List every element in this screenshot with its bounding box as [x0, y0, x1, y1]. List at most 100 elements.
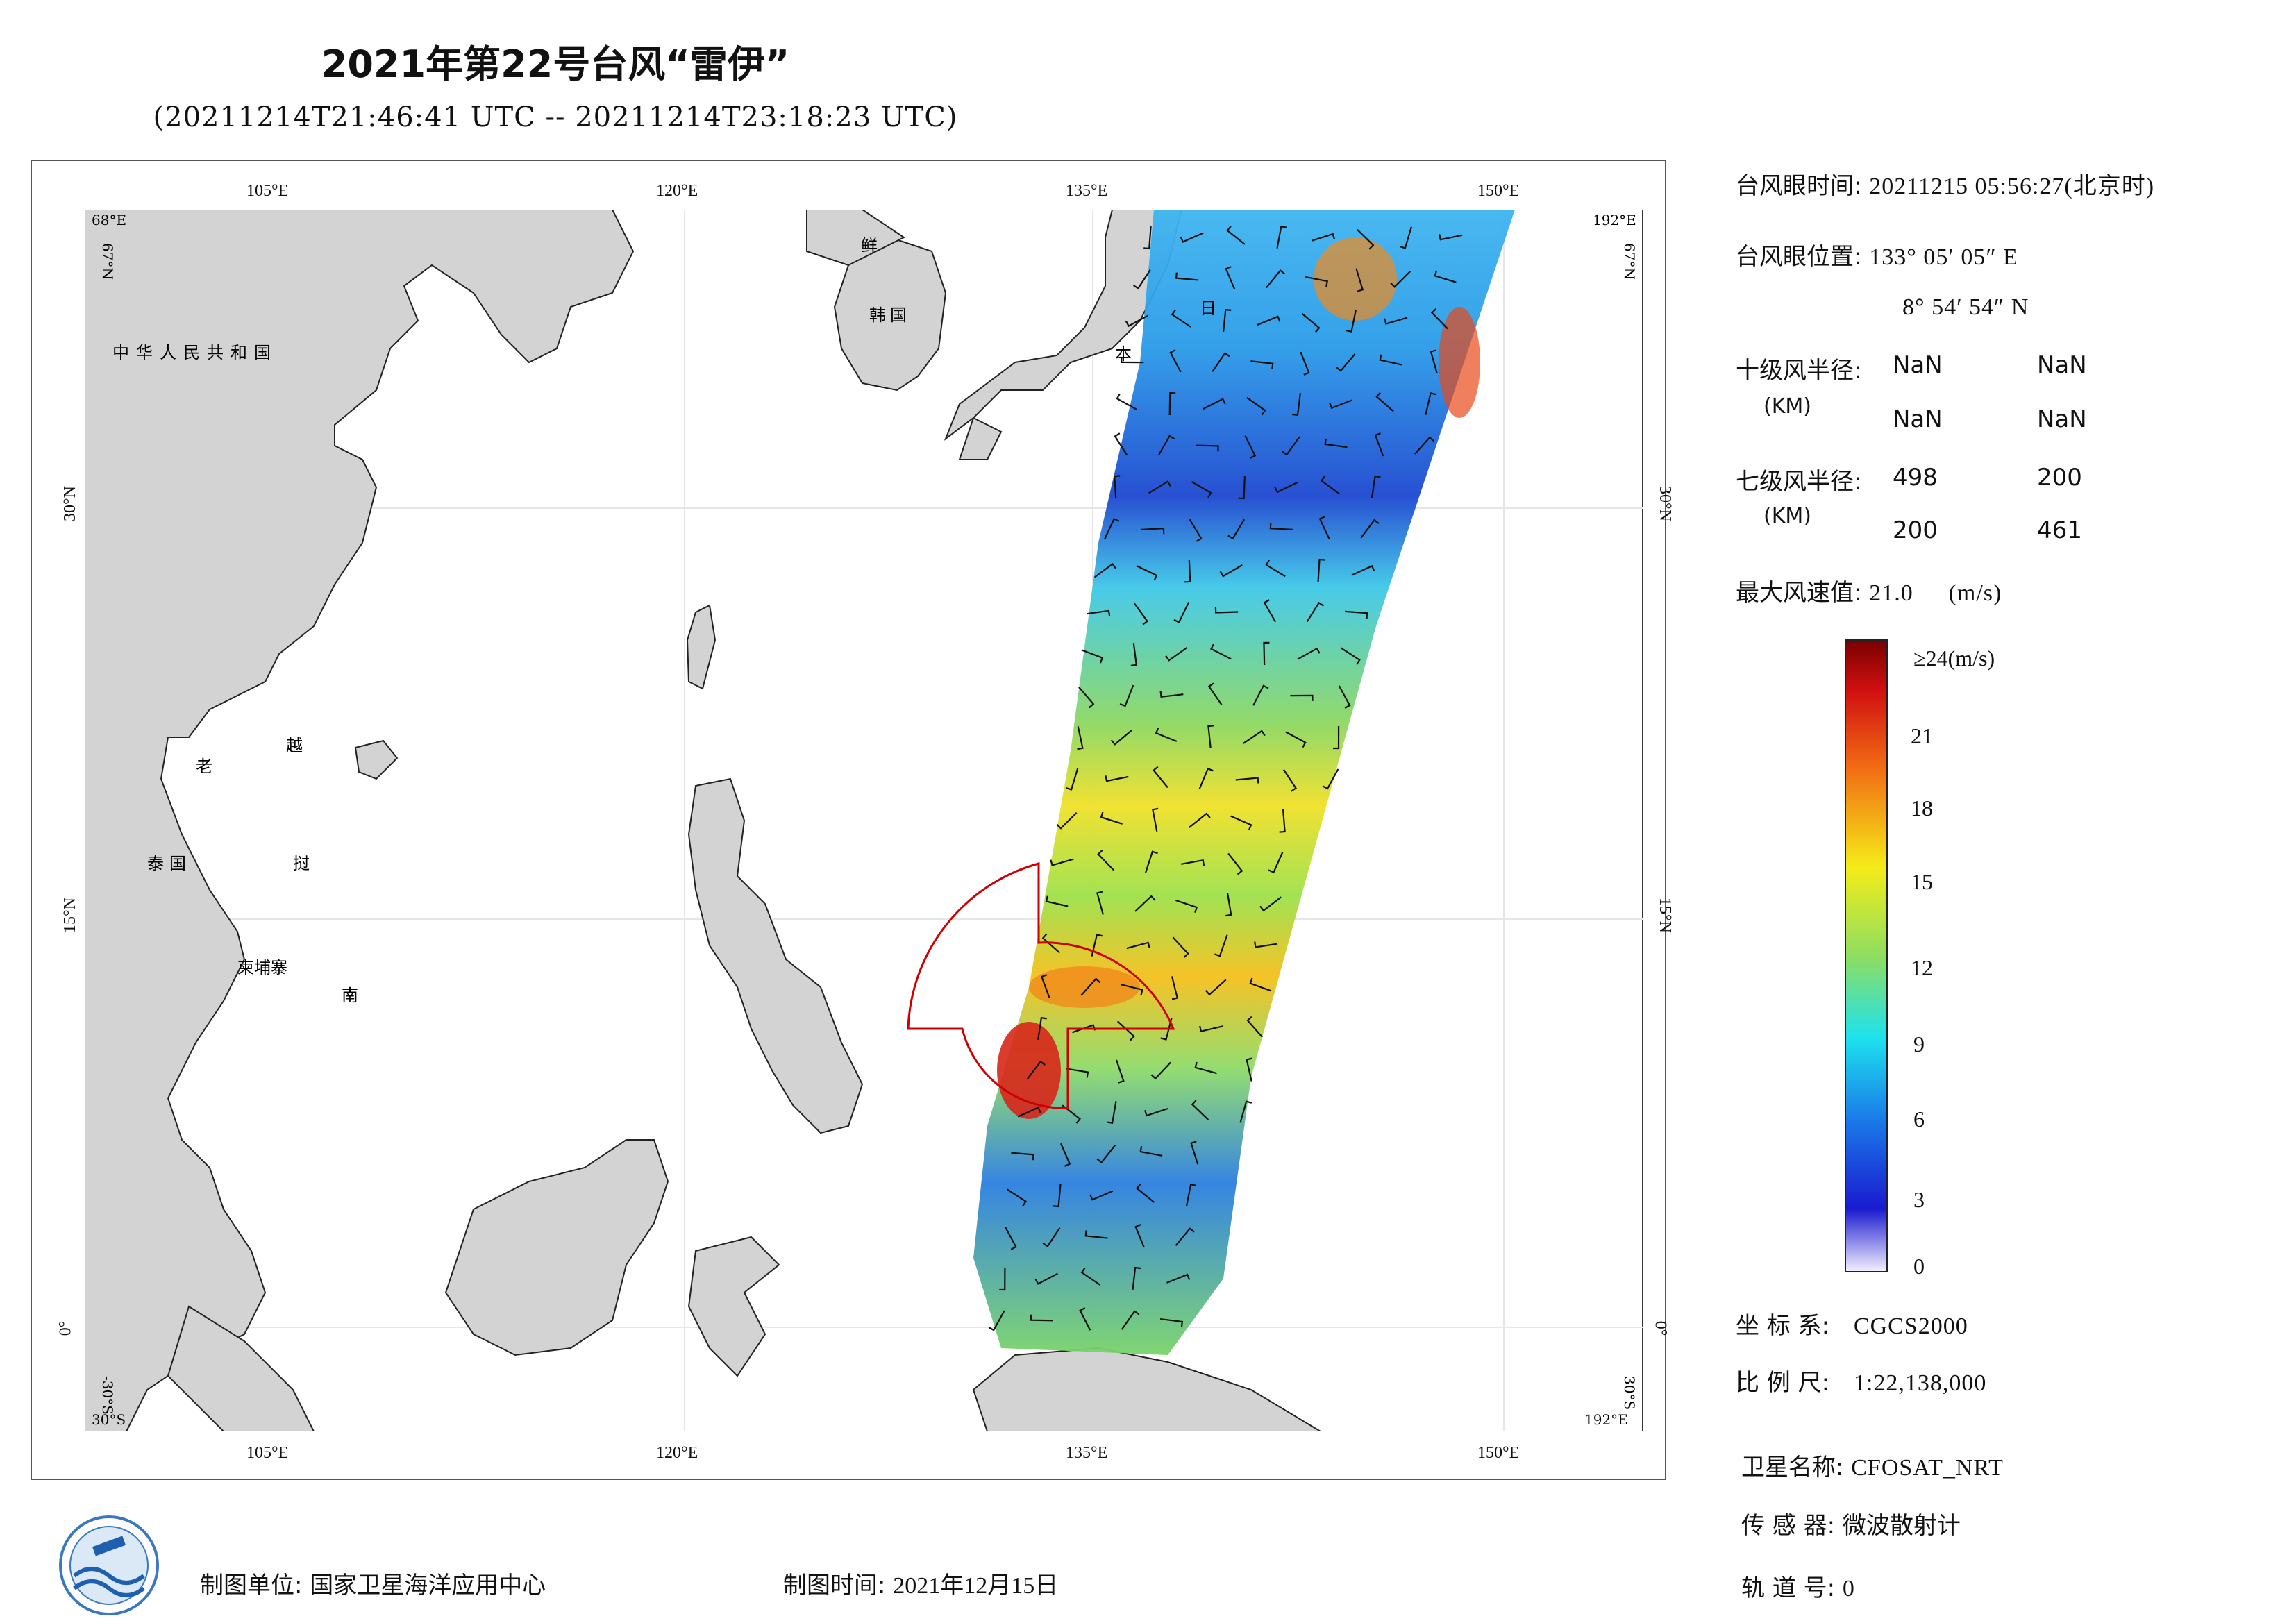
wind-barb: [1079, 1307, 1091, 1331]
label-vietnam-1: 越: [286, 736, 303, 755]
lon-label-top-105: 105°E: [246, 182, 289, 200]
wind-barb: [1225, 893, 1232, 917]
wind-barb: [1121, 356, 1144, 364]
wind-barb: [1259, 896, 1282, 912]
eye-pos-row: 台风眼位置: 133° 05′ 05″ E: [1736, 237, 2018, 271]
max-wind-label: 最大风速值:: [1736, 579, 1862, 607]
wind-barb: [1340, 647, 1361, 665]
wind-barb: [1173, 602, 1190, 623]
sensor-value: 微波散射计: [1842, 1512, 1961, 1540]
colorbar-tick-21: 21: [1911, 723, 1933, 748]
wind-barb: [1243, 730, 1266, 744]
wind-barb: [1078, 687, 1095, 709]
footer-unit-row: 制图单位: 国家卫星海洋应用中心: [200, 1566, 546, 1600]
land-philippines: [687, 777, 864, 1134]
wind-barb: [1134, 895, 1156, 912]
r7-value-sw: 200: [1893, 516, 1938, 544]
footer-date-value: 2021年12月15日: [893, 1573, 1059, 1599]
wind-barb: [1320, 476, 1340, 495]
corner-top-left: 68°E: [92, 212, 126, 228]
wind-barb: [1374, 432, 1384, 457]
wind-barb: [1269, 523, 1293, 530]
orbit-row: 轨 道 号: 0: [1741, 1569, 1855, 1603]
r10-value-nw: NaN: [2037, 405, 2087, 433]
lon-label-bottom-105: 105°E: [246, 1444, 289, 1462]
wind-barb: [1399, 226, 1413, 249]
eye-pos-lon: 133° 05′ 05″ E: [1869, 244, 2018, 270]
wind-barb: [1144, 850, 1158, 873]
lat-label-left-0: 0°: [56, 1320, 75, 1336]
wind-barbs: [988, 225, 1463, 1331]
typhoon-wind-map: 中华人民共和国 老 越 泰国 挝 柬埔寨 南 鲜 韩国 日 本 68°E 192…: [85, 210, 1643, 1431]
wind-speed-colorbar: [1845, 639, 1888, 1272]
wind-barb: [1060, 1143, 1071, 1167]
corner-bottom-right: 192°E: [1584, 1411, 1628, 1428]
observation-time-range: (20211214T21:46:41 UTC -- 20211214T23:18…: [153, 101, 958, 133]
wind-barb: [1110, 729, 1133, 746]
wind-barb: [1062, 1104, 1081, 1124]
wind-barb: [1390, 270, 1411, 288]
eye-time-value: 20211215 05:56:27(北京时): [1869, 174, 2155, 199]
wind-barb: [1210, 644, 1232, 660]
sensor-row: 传 感 器: 微波散射计: [1741, 1506, 1961, 1540]
wind-barb: [1160, 1018, 1173, 1041]
wind-barb: [1080, 1267, 1101, 1286]
r10-value-se: NaN: [2037, 351, 2087, 379]
wind-barb: [1080, 977, 1101, 996]
wind-barb: [1379, 354, 1402, 366]
lon-label-top-150: 150°E: [1477, 182, 1520, 200]
r7-value-se: 200: [2037, 464, 2082, 491]
wind-barb: [1133, 269, 1151, 289]
land-taiwan: [686, 604, 717, 690]
label-thailand: 泰国: [147, 854, 192, 873]
wind-barb: [1081, 649, 1104, 664]
crs-row: 坐 标 系: CGCS2000: [1736, 1306, 1968, 1340]
r7-value-ne: 498: [1893, 464, 1938, 491]
lat-label-right-15: 15°N: [1655, 898, 1674, 933]
wind-barb: [1189, 519, 1203, 542]
wind-barb: [1126, 941, 1150, 950]
nsoas-logo: [59, 1515, 159, 1615]
wind-barb: [1132, 1266, 1141, 1290]
wind-barb: [1439, 234, 1463, 241]
lat-label-right-0: 0°: [1651, 1320, 1670, 1336]
wind-barb: [1185, 1184, 1197, 1206]
wind-radius-outline: [907, 862, 1175, 1109]
colorbar-tick-6: 6: [1913, 1107, 1925, 1132]
wind-barb: [1207, 725, 1214, 749]
wind-barb: [1005, 1227, 1017, 1250]
r7-unit: (KM): [1763, 504, 1811, 528]
wind-barb: [1212, 352, 1230, 372]
wind-barb: [1219, 564, 1243, 578]
corner-bottom-right-lat: 30°S: [1621, 1376, 1638, 1410]
wind-barb: [1136, 565, 1158, 581]
wind-barb: [1105, 775, 1129, 782]
wind-barb: [1168, 392, 1176, 416]
wind-barb: [1227, 519, 1246, 540]
wind-barb: [1175, 272, 1199, 281]
wind-barb: [1116, 393, 1137, 410]
wind-barb: [1425, 392, 1436, 415]
label-japan-1: 日: [1200, 298, 1216, 318]
wind-barb: [1130, 642, 1138, 666]
wind-barb: [1279, 809, 1286, 833]
wind-barb: [1230, 815, 1252, 831]
wind-barb: [1191, 1100, 1209, 1120]
wind-barb: [1290, 694, 1314, 701]
lon-label-bottom-135: 135°E: [1066, 1444, 1108, 1462]
wind-barb: [1165, 646, 1188, 662]
wind-barb: [1346, 310, 1357, 333]
land-japan: [944, 210, 1183, 441]
wind-barb: [1375, 392, 1394, 412]
corner-top-right-lat: 67°N: [1621, 243, 1638, 280]
wind-barb: [1214, 607, 1239, 614]
satellite-label: 卫星名称:: [1741, 1454, 1844, 1481]
wind-barb: [1235, 777, 1259, 784]
wind-barb: [1159, 691, 1184, 698]
wind-barb: [1196, 444, 1219, 452]
label-laos-2: 挝: [293, 854, 310, 873]
r10-label: 十级风半径:: [1736, 357, 1862, 385]
wind-barb: [1322, 768, 1339, 790]
wind-barb: [1066, 768, 1079, 791]
wind-barb: [1077, 726, 1084, 750]
